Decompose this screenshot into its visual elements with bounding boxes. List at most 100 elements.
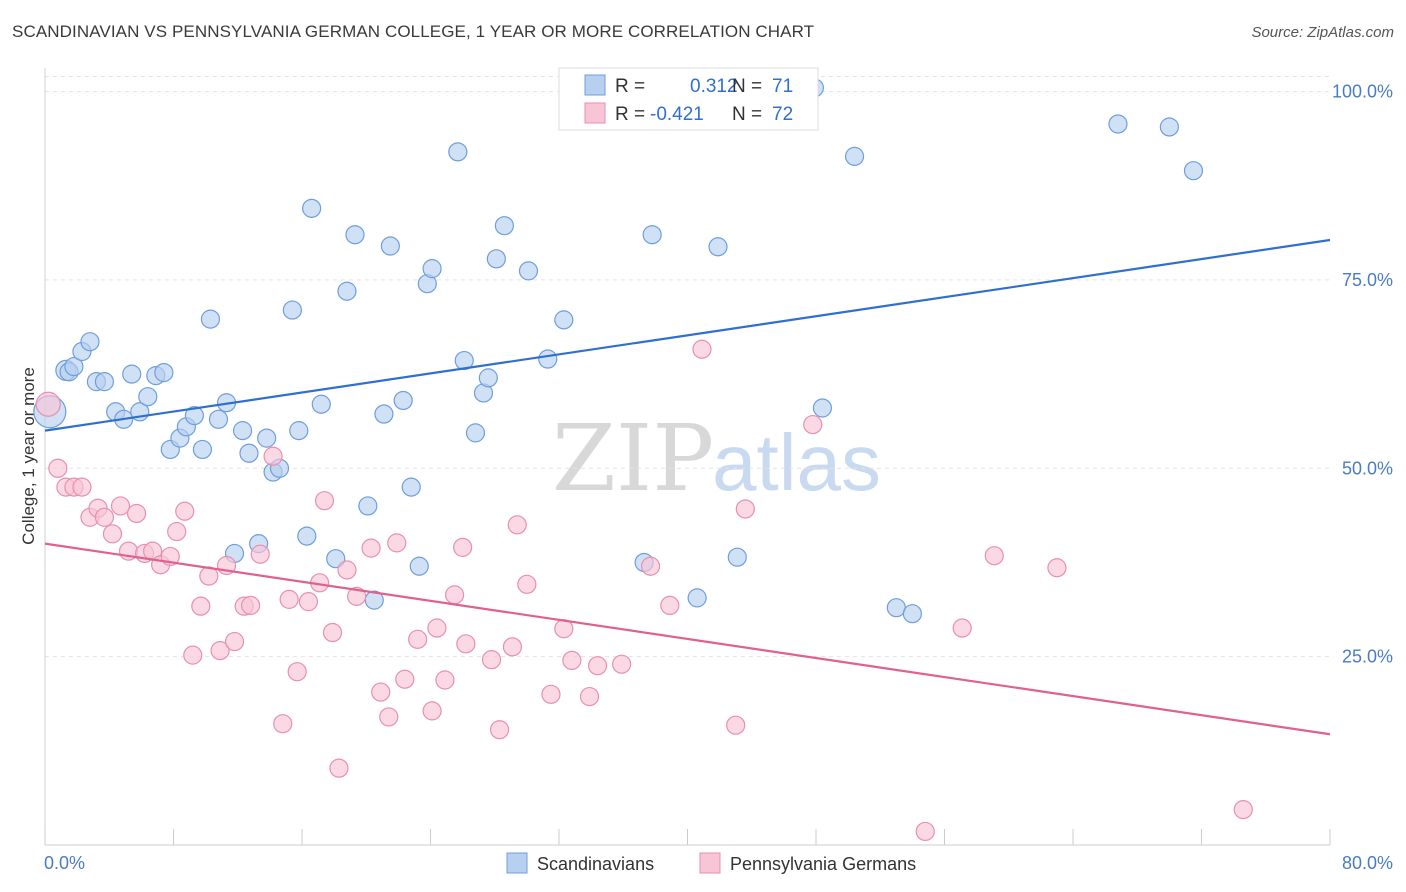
point-1-27 xyxy=(263,446,283,466)
series-legend-swatch-pennsylvania-germans xyxy=(699,852,721,874)
point-0-55 xyxy=(538,349,558,369)
stats-legend: R = 0.312 N = 71 R = -0.421 N = 72 xyxy=(558,67,819,131)
point-1-62 xyxy=(660,595,680,616)
point-1-69 xyxy=(984,546,1004,566)
point-1-43 xyxy=(408,629,428,649)
point-0-64 xyxy=(844,146,865,166)
point-1-45 xyxy=(427,618,447,638)
x-tick-label-min: 0.0% xyxy=(44,853,85,873)
point-0-19 xyxy=(192,439,213,460)
trend-line-1 xyxy=(44,542,1331,736)
point-1-52 xyxy=(502,637,523,657)
point-0-20 xyxy=(200,309,221,329)
point-1-64 xyxy=(726,715,746,735)
point-1-31 xyxy=(298,592,319,612)
point-1-51 xyxy=(489,720,510,740)
point-1-38 xyxy=(361,538,381,558)
point-1-18 xyxy=(183,645,203,665)
point-0-10 xyxy=(122,364,142,384)
y-tick-labels: 25.0% 50.0% 75.0% 100.0% xyxy=(1332,82,1393,667)
trend-lines xyxy=(44,238,1331,736)
point-1-55 xyxy=(541,684,561,704)
point-0-68 xyxy=(1159,117,1179,137)
point-1-59 xyxy=(587,656,608,676)
point-0-21 xyxy=(208,409,229,429)
point-0-25 xyxy=(239,443,259,463)
point-0-49 xyxy=(465,423,486,443)
point-0-30 xyxy=(282,300,302,320)
point-1-1 xyxy=(48,458,68,478)
point-0-51 xyxy=(478,368,498,388)
point-1-19 xyxy=(191,596,211,616)
point-1-35 xyxy=(329,758,349,778)
point-0-34 xyxy=(311,394,331,414)
point-1-37 xyxy=(347,586,367,606)
point-1-23 xyxy=(224,631,245,652)
legend-n-value-2: 72 xyxy=(772,104,793,125)
series-legend-swatch-scandinavians xyxy=(506,852,528,874)
data-points xyxy=(33,78,1253,842)
point-1-71 xyxy=(1233,799,1253,820)
point-1-11 xyxy=(126,503,147,524)
point-0-43 xyxy=(401,477,421,497)
point-0-58 xyxy=(642,225,662,245)
point-1-4 xyxy=(72,477,92,497)
trend-line-0 xyxy=(44,238,1331,432)
point-0-48 xyxy=(454,350,474,371)
point-1-48 xyxy=(453,537,473,557)
point-1-29 xyxy=(279,589,299,609)
point-1-21 xyxy=(210,641,230,661)
point-0-32 xyxy=(297,526,317,546)
point-1-68 xyxy=(952,618,972,638)
point-0-33 xyxy=(302,198,322,218)
y-axis-label: College, 1 year or more xyxy=(19,367,38,545)
point-0-53 xyxy=(494,216,514,236)
point-1-40 xyxy=(379,707,399,727)
point-1-8 xyxy=(102,524,123,544)
point-0-52 xyxy=(486,249,506,269)
point-0-66 xyxy=(902,604,922,624)
point-1-44 xyxy=(422,701,442,721)
source-credit: Source: ZipAtlas.com xyxy=(1251,24,1394,41)
point-1-57 xyxy=(562,650,582,671)
legend-swatch-pennsylvania-germans xyxy=(584,102,606,124)
point-0-47 xyxy=(448,142,468,162)
point-0-67 xyxy=(1108,114,1128,134)
y-tick-label-1: 50.0% xyxy=(1342,458,1393,478)
point-0-5 xyxy=(80,332,100,352)
point-1-25 xyxy=(241,595,261,616)
point-0-41 xyxy=(380,236,400,256)
point-1-70 xyxy=(1047,558,1067,578)
point-1-60 xyxy=(612,654,632,674)
watermark-atlas: atlas xyxy=(712,418,881,507)
point-0-14 xyxy=(154,362,174,383)
legend-n-label-2: N = xyxy=(732,104,762,125)
legend-r-label-1: R = xyxy=(615,76,645,97)
legend-r-value-2: -0.421 xyxy=(650,104,704,125)
point-0-60 xyxy=(708,237,728,257)
grid-lines xyxy=(45,76,1330,658)
point-1-67 xyxy=(915,821,935,842)
point-0-44 xyxy=(409,556,429,576)
series-legend: Scandinavians Pennsylvania Germans xyxy=(506,852,916,874)
point-1-42 xyxy=(395,669,415,689)
point-0-59 xyxy=(687,588,707,608)
point-1-39 xyxy=(371,682,391,702)
x-tick-label-max: 80.0% xyxy=(1342,853,1393,873)
point-0-36 xyxy=(337,281,357,301)
point-1-7 xyxy=(94,507,115,527)
point-1-41 xyxy=(387,533,407,553)
chart-title: SCANDINAVIAN VS PENNSYLVANIA GERMAN COLL… xyxy=(12,22,815,41)
point-1-16 xyxy=(167,521,187,542)
point-0-63 xyxy=(812,398,833,418)
point-1-61 xyxy=(640,556,661,576)
point-0-18 xyxy=(184,405,204,426)
point-1-36 xyxy=(337,560,357,580)
point-0-56 xyxy=(554,310,574,330)
point-1-9 xyxy=(110,496,131,516)
point-1-0 xyxy=(35,391,61,417)
point-0-69 xyxy=(1183,161,1204,181)
point-1-58 xyxy=(579,686,600,707)
series-legend-label-scandinavians: Scandinavians xyxy=(537,854,654,874)
legend-r-value-1: 0.312 xyxy=(690,76,738,97)
